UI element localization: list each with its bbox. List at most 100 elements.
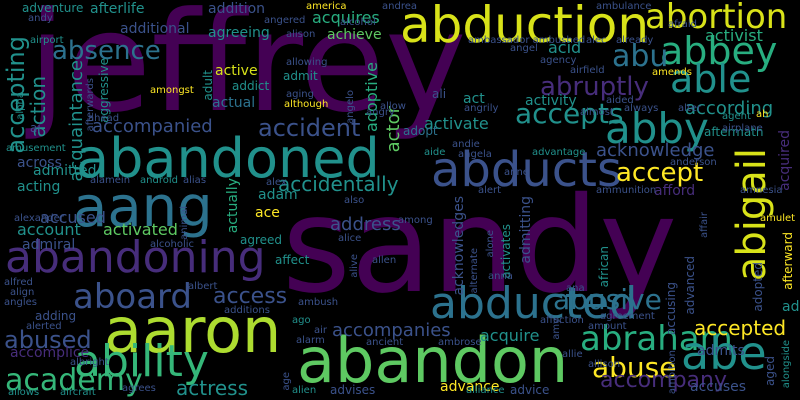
word-advises: advises [330, 383, 376, 397]
word-agreed: agreed [240, 233, 283, 247]
word-admitting: admitting [518, 196, 534, 264]
word-addition: addition [208, 1, 266, 17]
word-also: also [344, 195, 365, 206]
word-align: align [10, 287, 35, 298]
word-admit: admit [283, 69, 318, 83]
word-although: although [284, 99, 329, 110]
word-aging: aging [286, 89, 314, 100]
word-alongside: alongside [781, 340, 792, 389]
word-abu: abu [612, 39, 669, 74]
word-agrees: agrees [122, 383, 156, 394]
word-adoptive: adoptive [362, 62, 381, 132]
word-jeffrey: jeffrey [28, 0, 467, 143]
word-acid: acid [548, 38, 582, 57]
word-address: address [330, 214, 401, 235]
word-ai: ai [30, 121, 41, 135]
word-acknowledges: acknowledges [451, 196, 467, 296]
word-absence: absence [52, 36, 161, 66]
word-amulet: amulet [760, 213, 796, 224]
word-ammunition: ammunition [596, 185, 657, 196]
word-aftermath: aftermath [704, 125, 764, 139]
word-alien: alien [292, 385, 317, 396]
word-alone: alone [485, 230, 496, 258]
word-ah: ah [756, 109, 769, 120]
word-angry: angry [366, 107, 395, 118]
word-anderson: anderson [670, 157, 717, 168]
word-angered: angered [264, 15, 306, 26]
word-abandoned: abandoned [76, 127, 380, 190]
word-adult: adult [201, 70, 215, 101]
word-ambush: ambush [298, 297, 339, 308]
word-acquired: acquired [777, 130, 793, 191]
word-agency: agency [540, 55, 577, 66]
word-aircraft: aircraft [60, 387, 96, 398]
word-able: able [670, 57, 752, 101]
word-ambulance: ambulance [596, 1, 652, 12]
word-ambassador-ambushed: ambassador ambushed [468, 35, 586, 46]
word-activated: activated [103, 220, 178, 239]
word-abducted: abducted [430, 278, 638, 329]
word-admitted: admitted [33, 163, 97, 179]
word-alert: alert [478, 185, 502, 196]
word-activist: activist [705, 26, 763, 45]
word-anne: anne [504, 167, 529, 178]
word-act: act [463, 91, 485, 107]
word-ancient: ancient [366, 337, 404, 348]
word-ambrose: ambrose [438, 337, 482, 348]
word-alfred: alfred [4, 277, 33, 288]
word-alice: alice [338, 233, 362, 244]
word-among: among [398, 215, 433, 226]
word-accepts: accepts [515, 97, 624, 130]
word-achieve: achieve [327, 27, 382, 43]
word-abortion: abortion [645, 0, 788, 37]
word-alternate: alternate [469, 248, 480, 294]
word-alex: alex [266, 177, 287, 188]
word-angelo: angelo [345, 90, 356, 124]
word-abandon: abandon [297, 324, 569, 397]
word-albright: albright [70, 357, 109, 368]
word-ace: ace [255, 205, 280, 221]
word-active: active [215, 63, 258, 79]
word-sandy: sandy [282, 169, 678, 323]
word-abusive: abusive [553, 283, 662, 316]
word-alexander: alexander [14, 213, 64, 224]
word-age: age [281, 372, 292, 391]
word-alpha: alpha [15, 92, 26, 120]
word-ad: ad [782, 299, 800, 315]
word-additional: additional [120, 21, 190, 37]
word-aided: aided [606, 95, 634, 106]
word-already: already [616, 35, 654, 46]
word-advantage: advantage [532, 147, 586, 158]
word-affect: affect [275, 253, 310, 267]
word-affection: affection [540, 315, 584, 326]
word-abducts: abducts [431, 142, 622, 198]
word-alcohol: alcohol [340, 17, 376, 28]
word-account: account [17, 220, 81, 239]
word-airfield: airfield [570, 65, 605, 76]
word-abe: abe [681, 326, 767, 380]
word-adam: adam [258, 187, 298, 203]
word-afford: afford [654, 183, 696, 199]
word-amongst: amongst [150, 85, 194, 96]
word-amy: amy [551, 318, 562, 340]
word-actress: actress [176, 376, 249, 400]
word-afterward: afterward [781, 232, 795, 290]
word-accused: accused [40, 208, 106, 227]
word-abandoning: abandoning [5, 232, 266, 283]
word-actual: actual [212, 95, 256, 111]
word-anna: anna [488, 271, 513, 282]
word-airplane: airplane [722, 123, 763, 134]
word-alliance: alliance [466, 385, 505, 396]
word-abraham: abraham [580, 319, 733, 359]
word-acquire: acquire [480, 326, 540, 345]
word-additions: additions [224, 305, 270, 316]
word-affair: affair [699, 212, 710, 239]
word-amusement: amusement [6, 143, 66, 154]
word-admiral: admiral [22, 237, 76, 253]
word-angel: angel [510, 43, 538, 54]
word-advice: advice [510, 383, 550, 397]
word-angela: angela [458, 149, 492, 160]
word-admits: admits [697, 343, 745, 359]
word-across: across [17, 155, 62, 171]
word-alec: alec [586, 35, 607, 46]
